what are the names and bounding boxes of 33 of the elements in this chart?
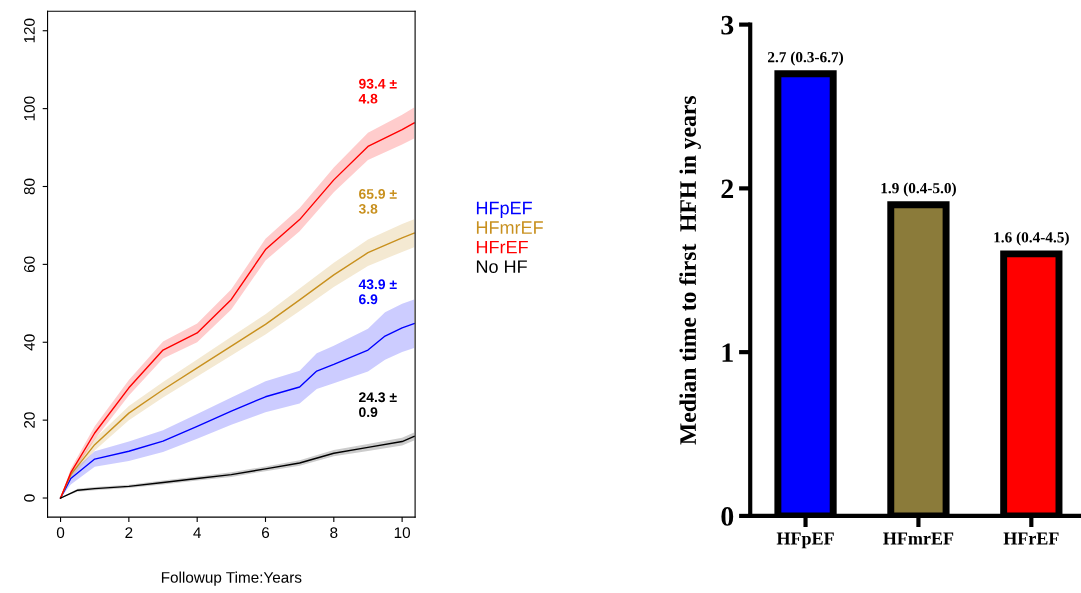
x-tick-label: 8 <box>330 527 338 539</box>
text: No HF <box>476 260 527 274</box>
annotation: 43.9 ± 6.9 <box>358 279 397 305</box>
y-tick-label: 0 <box>24 494 35 502</box>
x-tick-label: HFmrEF <box>883 532 954 545</box>
y-tick-label: 3 <box>721 15 734 35</box>
y-tick-label: 40 <box>24 334 35 351</box>
annotation: 93.4 ± 4.8 <box>358 78 397 104</box>
annotation: 24.3 ± 0.9 <box>359 392 397 418</box>
y-tick-label: 0 <box>721 507 734 526</box>
y-tick-label: 80 <box>24 178 35 195</box>
y-tick-label: 100 <box>24 96 35 121</box>
text: HFrEF <box>476 240 528 254</box>
y-tick-label: 60 <box>24 256 35 273</box>
text: HFpEF <box>476 201 532 218</box>
x-tick-label: 10 <box>394 527 411 539</box>
y-tick-label: 1 <box>722 343 733 362</box>
x-tick-label: 4 <box>193 527 201 538</box>
text: HFmrEF <box>476 221 543 234</box>
data-label: 1.9 (0.4-5.0) <box>881 182 956 197</box>
y-tick-label: 120 <box>24 18 35 43</box>
x-tick-label: HFrEF <box>1003 532 1059 545</box>
x-tick-label: 2 <box>125 527 133 538</box>
y-tick-label: 20 <box>24 412 35 428</box>
x-tick-label: 0 <box>56 527 65 539</box>
x-axis-title: Followup Time:Years <box>161 571 302 586</box>
annotation: 65.9 ± 3.8 <box>358 189 397 214</box>
x-tick-label: 6 <box>262 527 270 539</box>
x-tick-label: HFpEF <box>776 532 834 549</box>
data-label: 1.6 (0.4-4.5) <box>994 231 1069 246</box>
y-tick-label: 2 <box>721 179 734 199</box>
y-axis-title: Median time to first HFH in years <box>679 96 701 445</box>
data-label: 2.7 (0.3-6.7) <box>767 51 844 66</box>
